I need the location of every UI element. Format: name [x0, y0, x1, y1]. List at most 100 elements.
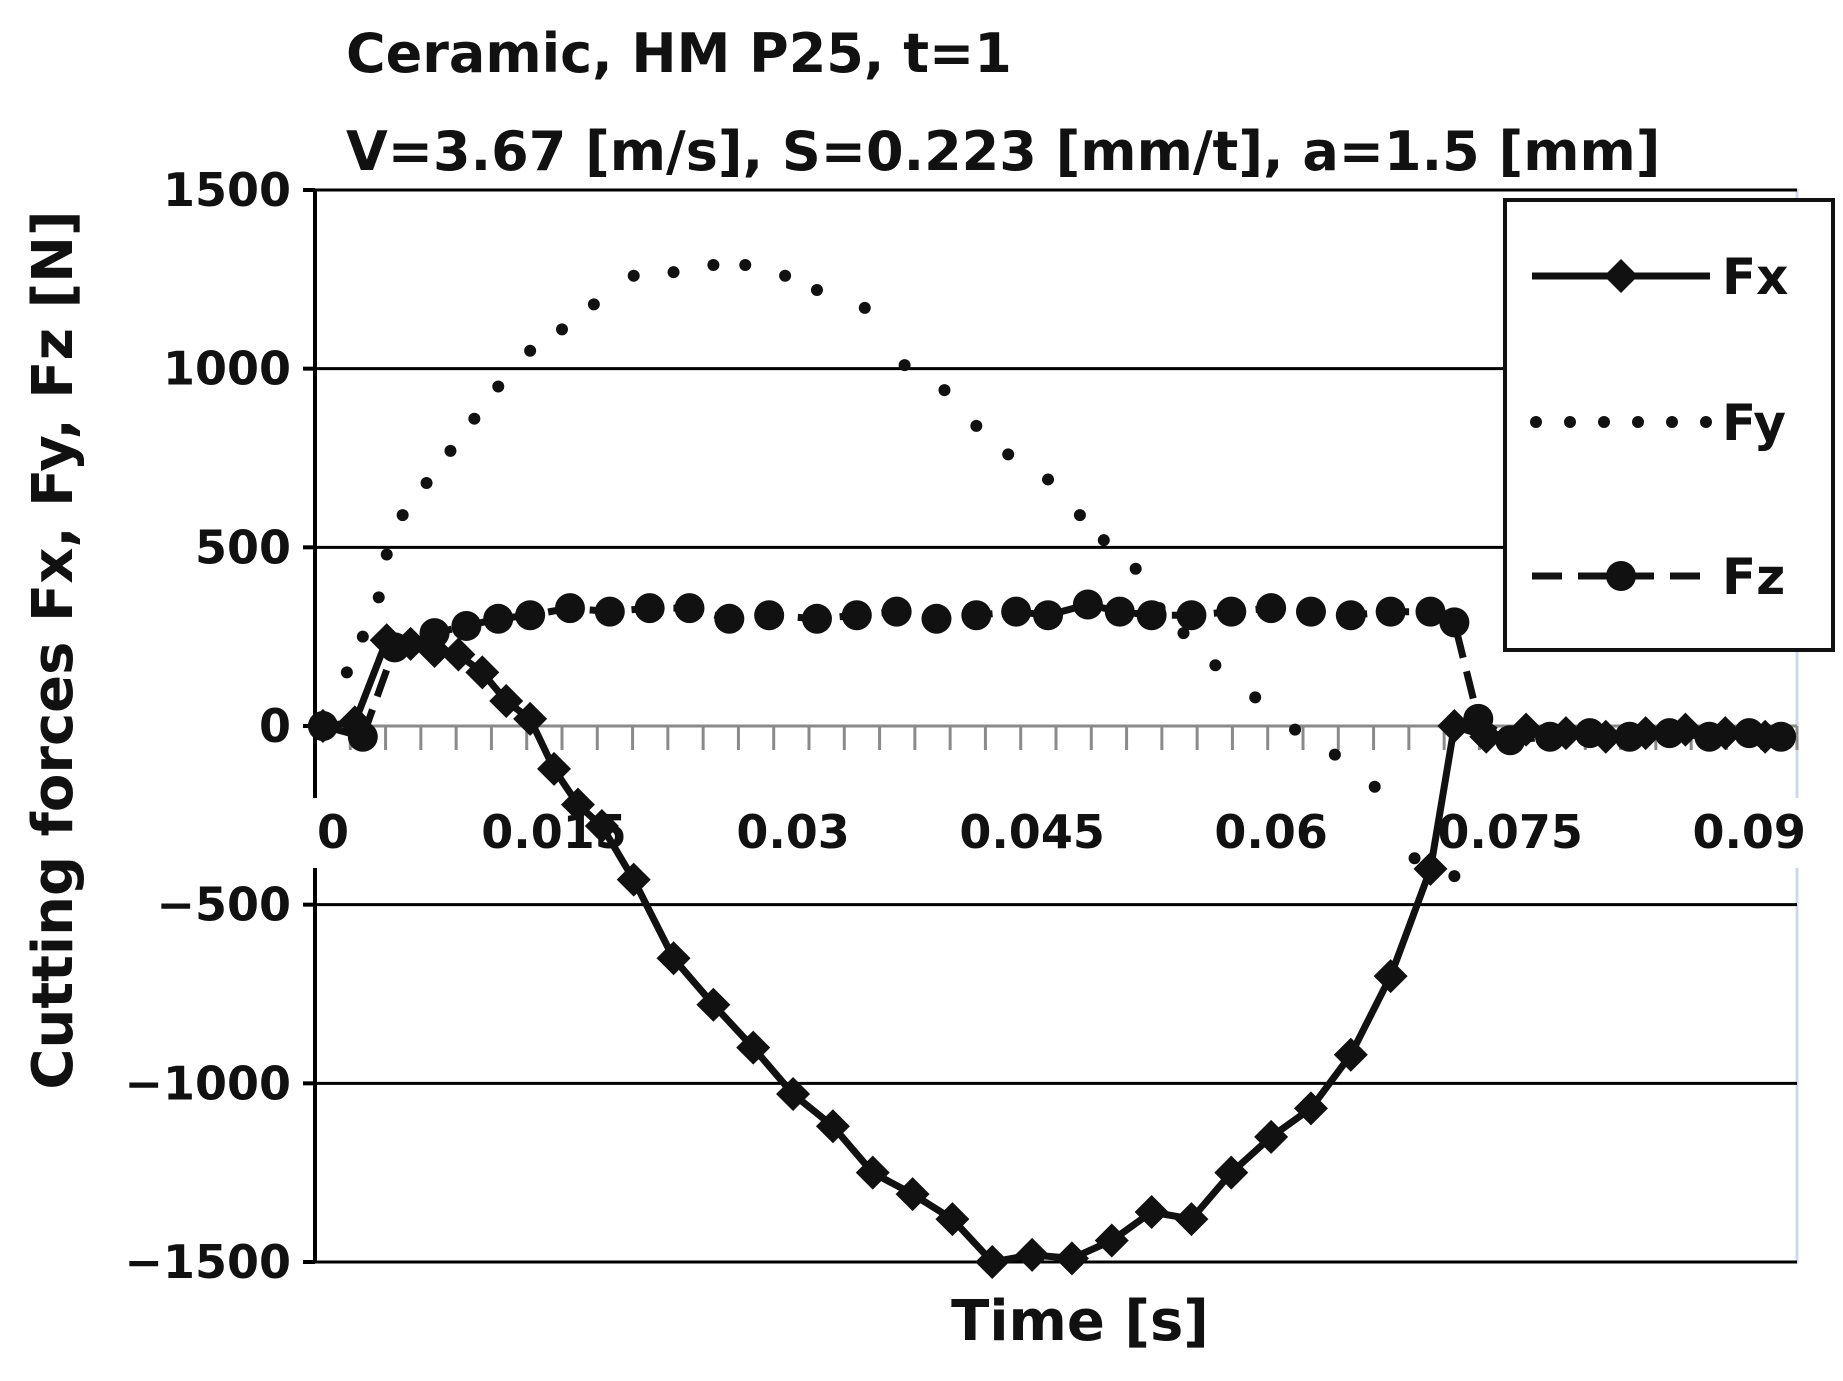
series-fy-point [556, 323, 568, 336]
series-fx-point [584, 809, 619, 844]
series-fy-point [858, 301, 871, 314]
series-fz-point [1375, 596, 1406, 627]
series-fy-point [739, 259, 752, 272]
series-fy-point [627, 269, 640, 282]
series-fz-point [1694, 721, 1725, 752]
legend-swatch-fy [1666, 416, 1678, 428]
series-fy-point [1002, 448, 1015, 461]
series-fy [340, 259, 1461, 883]
legend-marker-fz [1606, 561, 1636, 591]
series-fy-point [492, 380, 505, 393]
series-fz-point [1335, 600, 1366, 631]
series-fy-point [810, 284, 823, 297]
series-fx-point [895, 1177, 930, 1212]
series-fz-point [1256, 593, 1287, 624]
series-fy-point [468, 412, 481, 425]
x-tick-label-bg [1683, 798, 1816, 868]
chart-subtitle: V=3.67 [m/s], S=0.223 [mm/t], a=1.5 [mm] [346, 120, 1660, 183]
legend-swatch-fy [1700, 416, 1712, 428]
series-fz-point [841, 600, 872, 631]
series-fz-point [554, 593, 585, 624]
legend-label-fz: Fz [1722, 548, 1785, 606]
series-fx-point [736, 1030, 771, 1065]
series-fz-point [1295, 596, 1326, 627]
legend-label-fy: Fy [1722, 394, 1786, 452]
series-layer [305, 259, 1797, 1279]
series-fy-point [396, 509, 409, 522]
series-fz-point [714, 603, 745, 634]
series-fy-point [420, 477, 433, 490]
series-fy-point [356, 630, 369, 643]
x-tick-label: 0.045 [959, 805, 1105, 859]
series-fz-point [1072, 589, 1103, 620]
series-fx-point [656, 941, 691, 976]
series-fx-point [1134, 1194, 1169, 1229]
series-fx-point [855, 1155, 890, 1190]
series-fx-point [1015, 1237, 1050, 1272]
series-fy-point [587, 298, 600, 311]
series-fx-point [975, 1245, 1010, 1279]
series-fy-point [380, 548, 393, 561]
series-fz-point [483, 603, 514, 634]
series-fz-point [419, 618, 450, 649]
series-fx-point [1254, 1119, 1289, 1154]
series-fy-point [1209, 659, 1222, 672]
y-tick-label: −1500 [124, 1235, 291, 1289]
y-axis-title: Cutting forces Fx, Fy, Fz [N] [21, 210, 86, 1089]
series-fz-point [451, 610, 482, 641]
series-fx-point [1293, 1091, 1328, 1126]
series-fx-point [1437, 709, 1472, 743]
series-fz-point [1439, 607, 1470, 638]
series-fz-point [1734, 718, 1765, 749]
series-fz-point [347, 721, 378, 752]
series-fy-point [524, 344, 537, 357]
series-fz-point [754, 600, 785, 631]
y-tick-label: −1000 [124, 1056, 291, 1110]
series-fz-line [322, 601, 1782, 744]
legend-item-fz: Fz [1532, 548, 1785, 606]
series-fx-point [616, 862, 651, 897]
legend-label-fx: Fx [1722, 248, 1788, 306]
series-fz-point [1766, 721, 1797, 752]
series-fy-point [1289, 723, 1302, 736]
series-fy-point [970, 419, 983, 432]
y-tick-label: 1000 [163, 342, 291, 396]
series-fz-point [634, 593, 665, 624]
legend-swatch-fy [1598, 416, 1610, 428]
gridlines [315, 188, 1797, 1264]
series-fx-point [935, 1202, 970, 1237]
series-fy-point [1448, 870, 1461, 883]
series-fz-point [1104, 596, 1135, 627]
series-fy-point [340, 666, 353, 679]
series-fz-point [1654, 718, 1685, 749]
series-fz-point [1001, 596, 1032, 627]
series-fy-point [1249, 691, 1262, 704]
series-fz-point [881, 596, 912, 627]
series-fy-point [898, 359, 911, 372]
series-fy-point [1073, 509, 1086, 522]
series-fx-point [1174, 1202, 1209, 1237]
x-tick-label: 0.03 [736, 805, 850, 859]
series-fy-point [1097, 534, 1110, 547]
series-fx-point [776, 1077, 811, 1112]
x-tick-label: 0.09 [1692, 805, 1806, 859]
series-fx-point [489, 683, 524, 718]
legend-swatch-fy [1564, 416, 1576, 428]
x-tick-label-bg [952, 798, 1113, 868]
x-tick-label-bg [309, 798, 357, 868]
y-tick-label: 1500 [163, 163, 291, 217]
series-fz-point [921, 603, 952, 634]
series-fx-point [537, 751, 572, 786]
series-fy-point [667, 266, 680, 279]
legend: Fx Fy Fz [1503, 198, 1835, 652]
series-fx-point [441, 637, 476, 672]
x-tick-label-bg [1430, 798, 1591, 868]
series-fy-point [938, 384, 951, 397]
legend-swatch-fy [1530, 416, 1542, 428]
x-tick-label-bg [727, 798, 860, 868]
y-tick-labels: −1500 −1000 −500 0 500 1000 1500 [124, 163, 291, 1289]
series-fz-point [1535, 721, 1565, 752]
chart-title: Ceramic, HM P25, t=1 [346, 22, 1012, 85]
series-fz-point [1574, 718, 1605, 749]
series-fy-point [1368, 780, 1381, 793]
